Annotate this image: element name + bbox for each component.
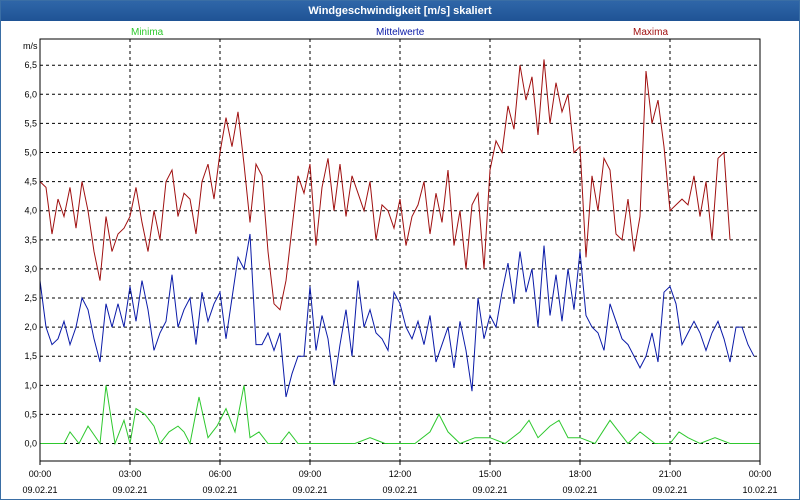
x-tick-time-label: 06:00 bbox=[209, 469, 232, 479]
x-tick-time-label: 18:00 bbox=[569, 469, 592, 479]
y-tick-label: 3,0 bbox=[24, 264, 37, 274]
x-tick-time-label: 21:00 bbox=[659, 469, 682, 479]
y-tick-label: 5,0 bbox=[24, 148, 37, 158]
y-tick-label: 3,5 bbox=[24, 235, 37, 245]
plot-frame bbox=[39, 38, 761, 462]
mittelwerte-series-line bbox=[39, 233, 755, 398]
x-tick-date-label: 09.02.21 bbox=[112, 485, 147, 495]
y-tick-label: 4,5 bbox=[24, 177, 37, 187]
x-tick-date-label: 09.02.21 bbox=[22, 485, 57, 495]
y-tick-label: 4,0 bbox=[24, 206, 37, 216]
y-tick-label: 6,5 bbox=[24, 60, 37, 70]
x-tick-time-label: 00:00 bbox=[29, 469, 52, 479]
x-tick-time-label: 15:00 bbox=[479, 469, 502, 479]
x-tick-date-label: 09.02.21 bbox=[652, 485, 687, 495]
x-tick-time-label: 03:00 bbox=[119, 469, 142, 479]
x-tick-time-label: 00:00 bbox=[749, 469, 772, 479]
x-tick-date-label: 09.02.21 bbox=[292, 485, 327, 495]
legend-mittelwerte: Mittelwerte bbox=[376, 27, 425, 38]
y-tick-label: 0,0 bbox=[24, 439, 37, 449]
legend-maxima: Maxima bbox=[633, 27, 669, 38]
x-tick-time-label: 12:00 bbox=[389, 469, 412, 479]
y-tick-label: 1,5 bbox=[24, 351, 37, 361]
x-tick-date-label: 09.02.21 bbox=[382, 485, 417, 495]
window-title: Windgeschwindigkeit [m/s] skaliert bbox=[1, 1, 799, 21]
legend-minima: Minima bbox=[131, 27, 164, 38]
y-tick-label: 2,0 bbox=[24, 322, 37, 332]
x-tick-date-label: 09.02.21 bbox=[472, 485, 507, 495]
y-axis-unit-label: m/s bbox=[23, 41, 38, 51]
y-tick-label: 6,0 bbox=[24, 89, 37, 99]
y-tick-label: 1,0 bbox=[24, 380, 37, 390]
minima-series-line bbox=[40, 385, 760, 446]
x-tick-date-label: 10.02.21 bbox=[742, 485, 777, 495]
maxima-series-line bbox=[39, 59, 731, 311]
y-tick-label: 0,5 bbox=[24, 409, 37, 419]
y-tick-label: 5,5 bbox=[24, 118, 37, 128]
x-tick-date-label: 09.02.21 bbox=[562, 485, 597, 495]
x-tick-time-label: 09:00 bbox=[299, 469, 322, 479]
y-tick-label: 2,5 bbox=[24, 293, 37, 303]
x-tick-date-label: 09.02.21 bbox=[202, 485, 237, 495]
